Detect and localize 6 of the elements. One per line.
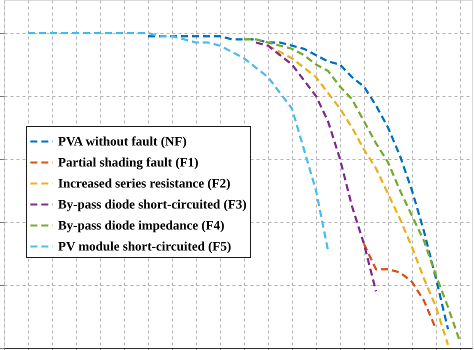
legend-label: PV module short-circuited (F5) <box>58 238 232 254</box>
legend-label: Increased series resistance (F2) <box>58 176 230 190</box>
legend-label: By-pass diode impedance (F4) <box>58 218 224 232</box>
legend-label: Partial shading fault (F1) <box>58 154 198 170</box>
legend-label: PVA without fault (NF) <box>58 134 187 148</box>
legend-label: By-pass diode short-circuited (F3) <box>58 196 247 212</box>
